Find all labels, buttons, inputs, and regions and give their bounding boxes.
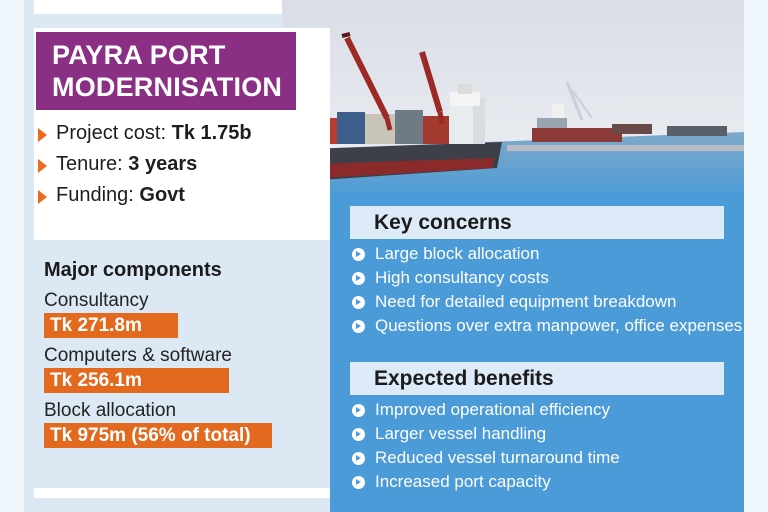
outer-border-left — [0, 0, 24, 512]
bullet-arrow-icon — [352, 248, 365, 261]
list-item: Reduced vessel turnaround time — [352, 446, 742, 470]
project-title-banner: PAYRA PORT MODERNISATION — [36, 32, 296, 110]
outer-border-right — [744, 0, 768, 512]
arrow-right-icon — [38, 190, 47, 204]
fact-project-cost: Project cost: Tk 1.75b — [36, 118, 316, 149]
major-components-section: Major components Consultancy Tk 271.8m C… — [44, 258, 324, 453]
arrow-right-icon — [38, 128, 47, 142]
expected-benefits-list: Improved operational efficiency Larger v… — [352, 398, 742, 494]
bullet-arrow-icon — [352, 320, 365, 333]
title-line-2: MODERNISATION — [52, 72, 283, 102]
list-item: Need for detailed equipment breakdown — [352, 290, 742, 314]
fact-value: 3 years — [128, 153, 198, 175]
list-item: Improved operational efficiency — [352, 398, 742, 422]
title-line-1: PAYRA PORT — [52, 40, 226, 70]
arrow-right-icon — [38, 159, 47, 173]
bullet-arrow-icon — [352, 272, 365, 285]
bullet-arrow-icon — [352, 428, 365, 441]
bullet-arrow-icon — [352, 476, 365, 489]
bullet-arrow-icon — [352, 404, 365, 417]
component-amount-bar: Tk 975m (56% of total) — [44, 423, 272, 448]
list-item: Larger vessel handling — [352, 422, 742, 446]
component-amount-bar: Tk 271.8m — [44, 313, 178, 338]
component-label: Consultancy — [44, 290, 149, 311]
fact-value: Tk 1.75b — [171, 122, 252, 144]
cargo-ships-illustration — [282, 0, 744, 200]
fact-tenure: Tenure: 3 years — [36, 149, 316, 180]
port-photo — [282, 0, 744, 200]
component-label: Computers & software — [44, 345, 232, 366]
component-amount-bar: Tk 256.1m — [44, 368, 229, 393]
list-item: Large block allocation — [352, 242, 742, 266]
components-heading: Major components — [44, 259, 222, 281]
key-concerns-list: Large block allocation High consultancy … — [352, 242, 742, 338]
project-facts-list: Project cost: Tk 1.75b Tenure: 3 years F… — [36, 118, 316, 211]
bullet-arrow-icon — [352, 452, 365, 465]
top-white-strip — [34, 0, 330, 14]
list-item: Questions over extra manpower, office ex… — [352, 314, 742, 338]
fact-label: Funding: — [56, 184, 140, 206]
list-item: High consultancy costs — [352, 266, 742, 290]
bottom-white-strip — [34, 488, 330, 498]
component-label: Block allocation — [44, 400, 177, 421]
concerns-benefits-panel — [330, 192, 744, 512]
fact-value: Govt — [139, 184, 185, 206]
fact-label: Project cost: — [56, 122, 172, 144]
list-item: Increased port capacity — [352, 470, 742, 494]
fact-label: Tenure: — [56, 153, 129, 175]
expected-benefits-heading: Expected benefits — [350, 362, 724, 395]
fact-funding: Funding: Govt — [36, 180, 316, 211]
key-concerns-heading: Key concerns — [350, 206, 724, 239]
bullet-arrow-icon — [352, 296, 365, 309]
